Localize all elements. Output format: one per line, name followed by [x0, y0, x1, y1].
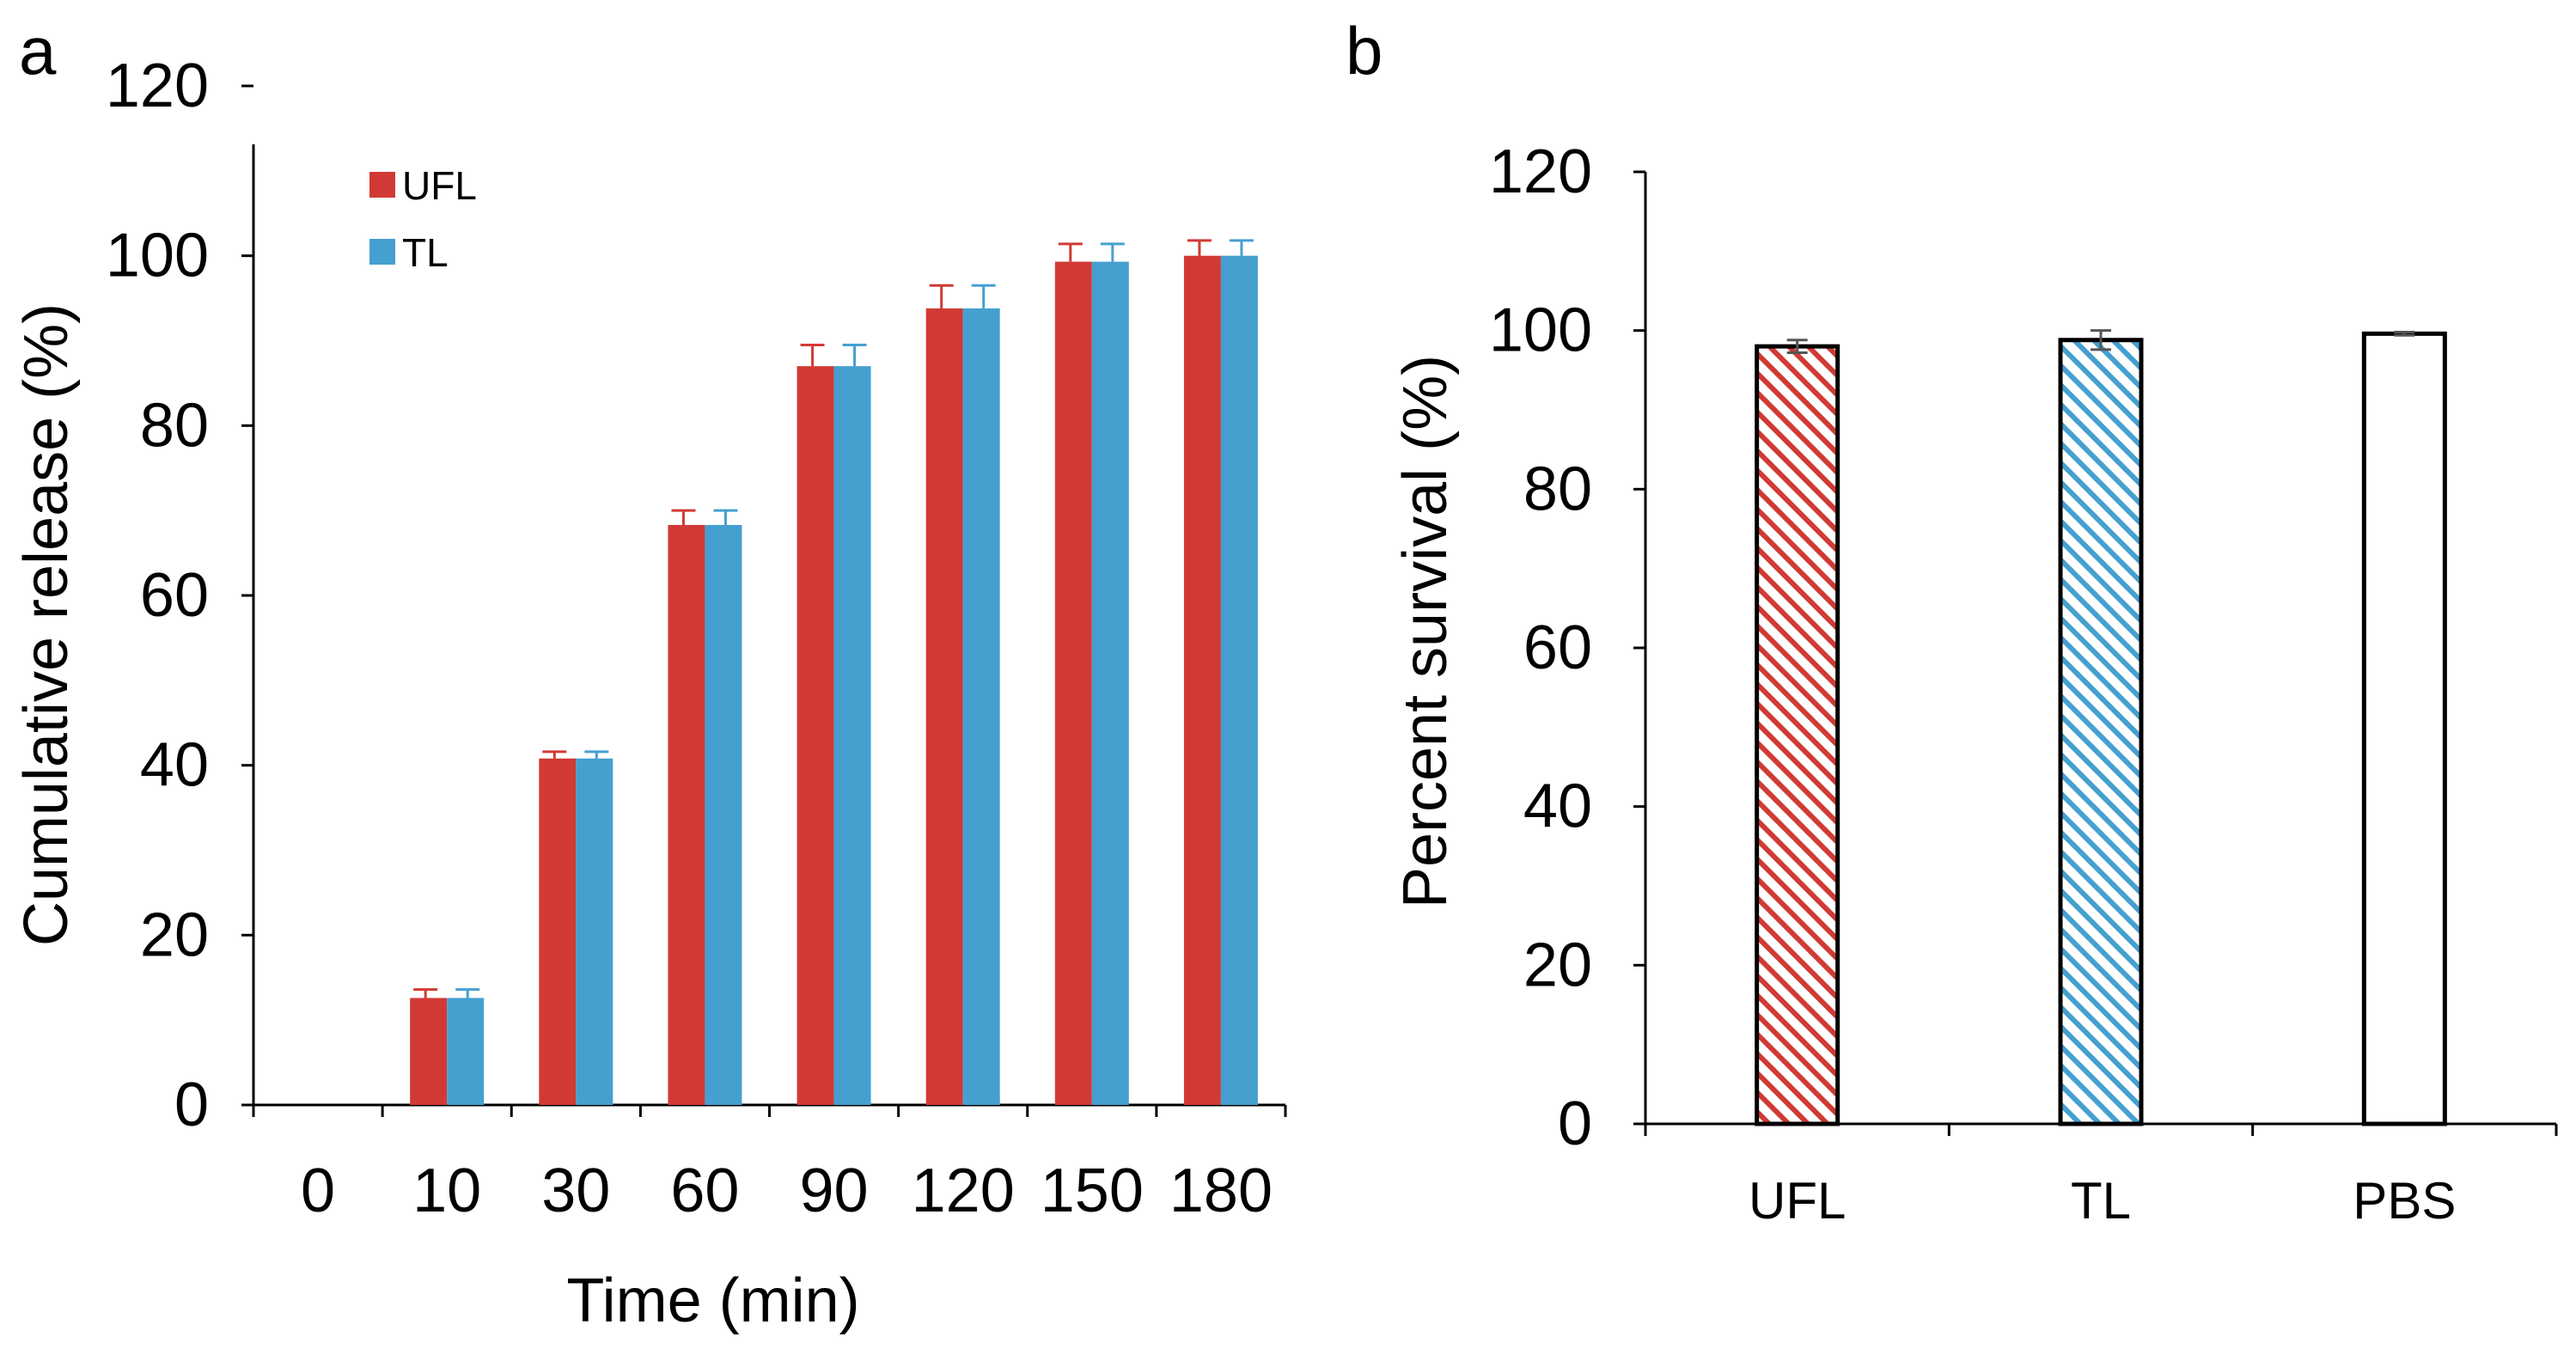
a-bar-ufl-30: [539, 758, 577, 1105]
a-errbar-tl-10: [455, 988, 480, 998]
a-errbar-tl-180: [1229, 239, 1254, 256]
a-errbar-ufl-30: [542, 750, 567, 759]
a-errbar-ufl-90: [800, 343, 825, 367]
a-errbar-ufl-180: [1187, 239, 1212, 256]
a-errbar-tl-90: [842, 343, 867, 367]
b-errbar-pbs: [2394, 331, 2415, 334]
a-bar-ufl-120: [925, 308, 963, 1105]
a-bar-tl-60: [705, 524, 742, 1105]
a-xtick-label: 180: [1169, 1157, 1273, 1225]
a-bar-tl-180: [1220, 255, 1258, 1106]
panel-a-x-axis-label: Time (min): [566, 1266, 859, 1335]
a-bar-tl-10: [447, 998, 485, 1105]
b-ytick-label: 120: [1489, 137, 1592, 206]
b-errbar-low-tl: [2091, 339, 2111, 351]
a-ytick-label: 0: [174, 1071, 209, 1139]
panel-a-y-axis-label: Cumulative release (%): [12, 303, 81, 946]
a-bar-ufl-90: [797, 366, 834, 1105]
a-xtick-label: 120: [912, 1157, 1015, 1225]
b-xtick-label: PBS: [2353, 1172, 2456, 1230]
a-errbar-ufl-60: [671, 509, 696, 525]
legend-label-tl: TL: [402, 230, 449, 275]
panel-a-legend: UFL TL: [369, 163, 477, 275]
a-xtick-label: 30: [541, 1157, 610, 1225]
a-bar-ufl-180: [1183, 255, 1221, 1106]
a-xtick-label: 150: [1041, 1157, 1144, 1225]
a-errbar-tl-150: [1100, 242, 1125, 262]
b-ytick-label: 80: [1523, 455, 1592, 523]
a-errbar-tl-60: [713, 509, 738, 525]
a-ytick-label: 80: [140, 391, 209, 460]
a-ytick-label: 20: [140, 900, 209, 969]
a-xtick-label: 0: [301, 1157, 335, 1225]
a-errbar-ufl-120: [929, 284, 954, 308]
b-bar-pbs: [2361, 331, 2447, 1126]
b-xtick-label: TL: [2071, 1172, 2131, 1230]
legend-label-ufl: UFL: [402, 163, 477, 208]
a-xtick-label: 10: [412, 1157, 481, 1225]
b-ytick-label: 100: [1489, 296, 1592, 365]
a-ytick-label: 60: [140, 561, 209, 630]
a-ytick-label: 120: [106, 52, 209, 120]
a-errbar-tl-30: [584, 750, 609, 759]
panel-a-label: a: [19, 13, 57, 89]
a-xtick-label: 90: [800, 1157, 869, 1225]
b-bar-ufl: [1755, 344, 1840, 1126]
b-errbar-low-ufl: [1786, 346, 1808, 355]
a-bar-tl-150: [1091, 261, 1129, 1106]
b-errbar-tl: [2091, 329, 2111, 340]
b-ytick-label: 0: [1558, 1089, 1592, 1158]
panel-b-y-axis-label: Percent survival (%): [1391, 355, 1460, 908]
a-ytick-label: 40: [140, 731, 209, 800]
a-ytick-label: 100: [106, 222, 209, 290]
a-bar-ufl-10: [410, 998, 448, 1105]
a-errbar-tl-120: [971, 284, 996, 308]
a-xtick-label: 60: [670, 1157, 739, 1225]
b-ytick-label: 40: [1523, 772, 1592, 841]
a-bar-ufl-60: [668, 524, 705, 1105]
b-ytick-label: 60: [1523, 613, 1592, 682]
a-errbar-ufl-150: [1058, 242, 1083, 262]
a-bar-tl-30: [576, 758, 613, 1105]
b-errbar-ufl: [1786, 339, 1808, 347]
legend-swatch-ufl: [369, 172, 395, 198]
a-bar-tl-90: [833, 366, 871, 1105]
a-errbar-ufl-10: [413, 988, 438, 998]
a-bar-tl-120: [962, 308, 1000, 1105]
panel-b-survival-chart: 0 20 40 60 80 100 120 UFL TL PBS Percent surviva…: [1391, 137, 2558, 1230]
a-bar-ufl-150: [1054, 261, 1092, 1106]
b-bar-tl: [2058, 338, 2144, 1126]
b-ytick-label: 20: [1523, 931, 1592, 999]
legend-swatch-tl: [369, 239, 395, 265]
panel-b-label: b: [1346, 13, 1383, 89]
b-errbar-low-pbs: [2394, 333, 2415, 337]
panel-a-release-chart: 0 20 40 60 80 100 120 0 10 30 60 90 120 150 180 Cumul…: [12, 52, 1287, 1335]
b-xtick-label: UFL: [1749, 1172, 1846, 1230]
